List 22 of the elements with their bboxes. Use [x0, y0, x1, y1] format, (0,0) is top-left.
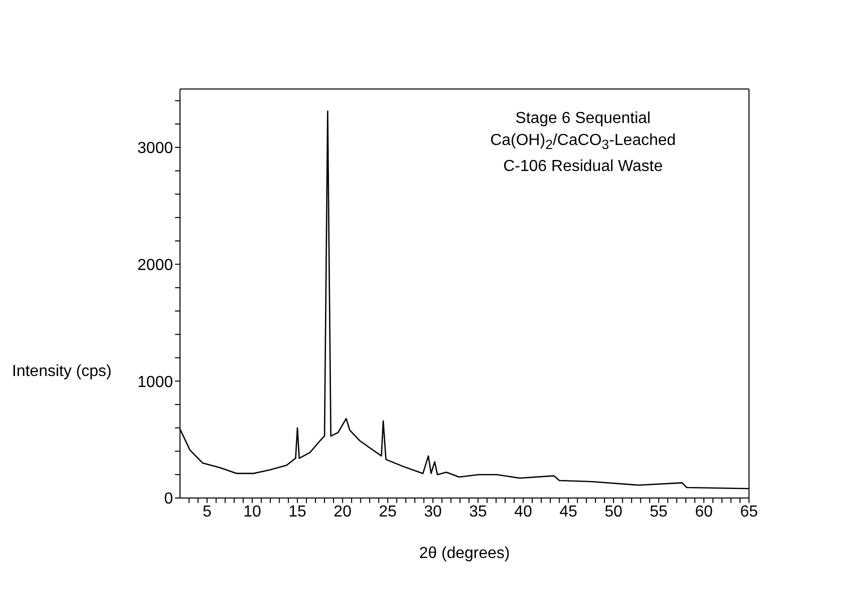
- y-tick-label: 2000: [137, 256, 174, 274]
- x-tick-label: 10: [243, 503, 262, 520]
- x-tick-label: 25: [378, 503, 397, 520]
- x-tick-label: 50: [604, 503, 623, 520]
- x-tick-label: 15: [288, 503, 306, 520]
- x-tick-label: 5: [202, 503, 212, 520]
- x-tick-label: 65: [740, 503, 758, 520]
- y-tick-label: 3000: [137, 140, 174, 158]
- x-axis-title: 2θ (degrees): [419, 545, 510, 562]
- y-tick-label: 1000: [137, 374, 174, 391]
- x-tick-label: 55: [650, 503, 668, 520]
- x-tick-label: 30: [424, 503, 442, 520]
- x-tick-label: 40: [514, 503, 532, 520]
- annotation: Ca(OH)$_{2}$/CaCO$_{3}$-Leached: [489, 131, 677, 154]
- x-tick-label: 35: [469, 503, 488, 520]
- annotation: Stage 6 Sequential: [514, 109, 652, 129]
- y-tick-label: 0: [164, 490, 174, 508]
- x-tick-label: 45: [559, 503, 578, 520]
- x-tick-label: 60: [694, 503, 713, 520]
- annotation: C-106 Residual Waste: [502, 157, 664, 178]
- y-axis-title: Intensity (cps): [12, 363, 112, 381]
- x-tick-label: 20: [334, 503, 352, 520]
